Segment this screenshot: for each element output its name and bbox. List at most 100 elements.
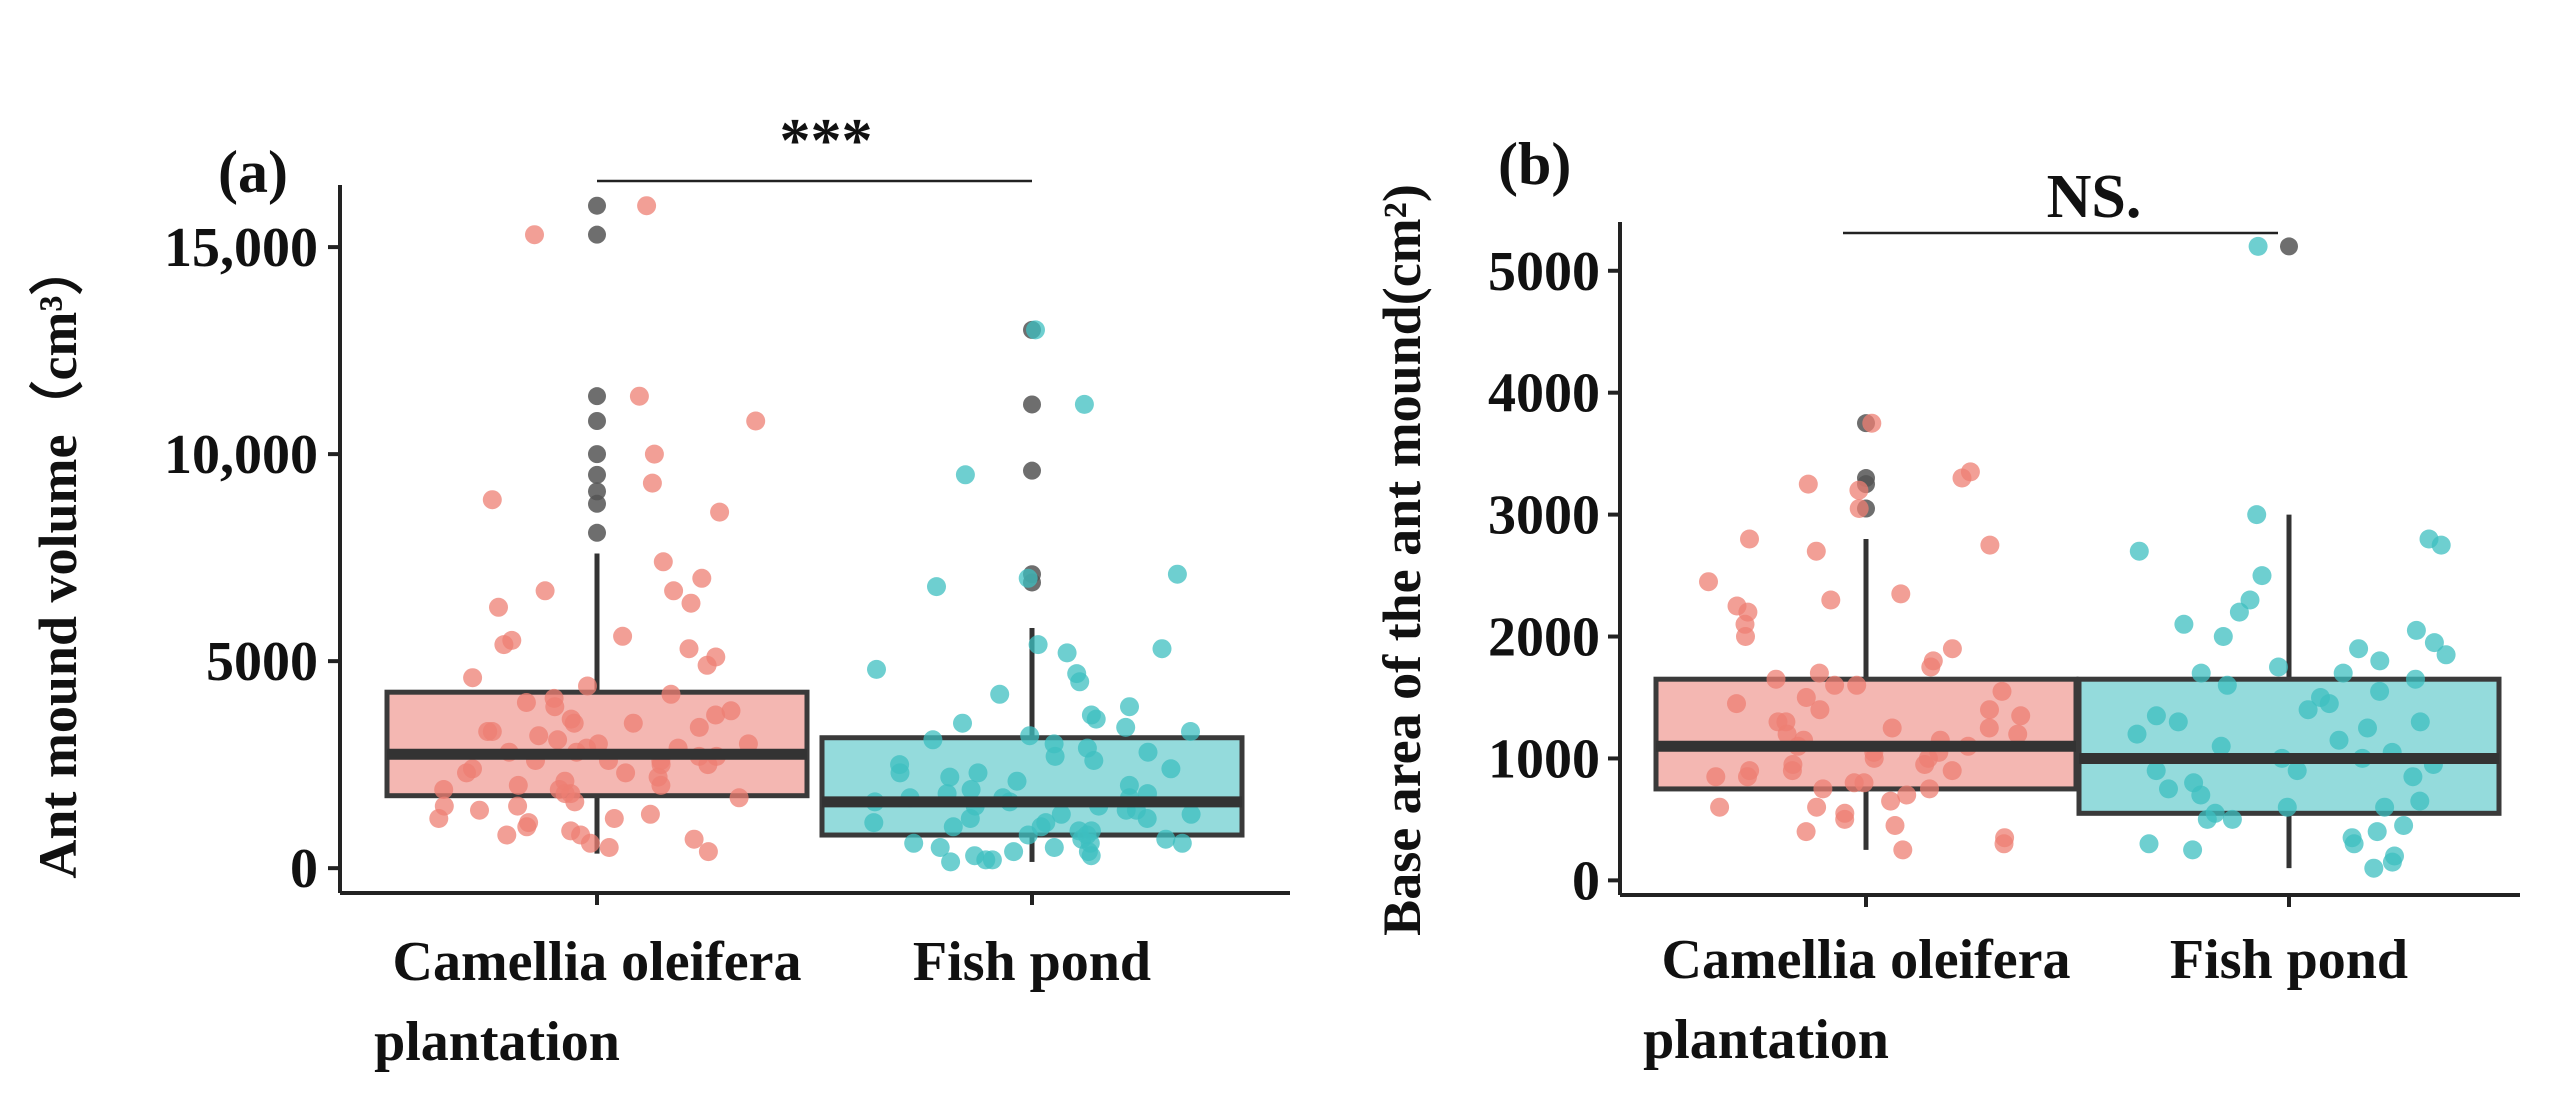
data-point xyxy=(1137,809,1157,828)
outlier-point xyxy=(588,196,606,215)
data-point xyxy=(1161,759,1181,779)
data-point xyxy=(2183,840,2203,860)
data-point xyxy=(2403,767,2423,787)
data-point xyxy=(2213,627,2233,646)
data-point xyxy=(729,788,749,808)
data-point xyxy=(2168,712,2188,732)
data-point xyxy=(2191,663,2211,683)
panel-label-a: (a) xyxy=(218,139,288,205)
data-point xyxy=(2364,858,2384,878)
data-point xyxy=(706,705,726,725)
y-axis-title-b: Base area of the ant mound(cm²) xyxy=(1372,184,1432,936)
data-point xyxy=(1699,572,1718,592)
data-point xyxy=(482,490,502,510)
data-point xyxy=(1740,529,1759,549)
data-point xyxy=(2269,657,2288,677)
data-point xyxy=(2197,809,2217,829)
x-category-label: Camellia oleifera xyxy=(1662,929,2071,991)
data-point xyxy=(2319,694,2339,714)
y-tick-label: 0 xyxy=(290,838,318,900)
data-point xyxy=(1980,535,2000,555)
data-point xyxy=(1138,742,1158,762)
data-point xyxy=(457,763,476,783)
data-point xyxy=(508,775,528,795)
box xyxy=(2076,676,2502,816)
data-point xyxy=(1810,700,1830,720)
data-point xyxy=(517,817,537,837)
data-point xyxy=(2211,736,2231,756)
data-point xyxy=(1782,761,1802,781)
data-point xyxy=(535,581,555,601)
data-point xyxy=(2382,852,2402,872)
data-point xyxy=(1821,590,1841,610)
data-point xyxy=(1181,804,1201,824)
data-point xyxy=(604,809,624,828)
box xyxy=(1653,676,2079,792)
data-point xyxy=(940,767,960,787)
data-point xyxy=(1979,718,1999,738)
data-point xyxy=(2298,700,2318,720)
data-point xyxy=(1849,480,1869,500)
data-point xyxy=(1738,767,1757,787)
data-point xyxy=(1813,779,1833,799)
outlier-point xyxy=(588,465,606,484)
outlier-point xyxy=(1023,461,1041,480)
data-point xyxy=(990,684,1010,704)
data-point xyxy=(651,775,671,795)
outlier-point xyxy=(588,445,606,464)
data-point xyxy=(2329,730,2349,750)
data-point xyxy=(2191,785,2211,805)
y-tick-label: 3000 xyxy=(1488,485,1600,547)
data-point xyxy=(1891,584,1911,604)
data-point xyxy=(664,581,684,601)
data-point xyxy=(738,734,758,754)
data-point xyxy=(613,626,633,646)
data-point xyxy=(640,804,660,824)
significance-label-a: *** xyxy=(780,107,873,175)
data-point xyxy=(923,730,943,750)
data-point xyxy=(494,635,514,655)
data-point xyxy=(508,796,528,816)
data-point xyxy=(548,730,568,750)
data-point xyxy=(489,597,508,617)
data-point xyxy=(1809,663,1829,683)
data-point xyxy=(565,792,585,812)
data-point xyxy=(1004,842,1024,862)
data-point xyxy=(1706,767,1726,787)
data-point xyxy=(930,838,950,857)
data-point xyxy=(2229,602,2249,622)
data-point xyxy=(661,684,681,704)
x-category-label: plantation xyxy=(374,1011,620,1073)
data-point xyxy=(2247,505,2267,525)
data-point xyxy=(1942,761,1962,781)
panel-label-b: (b) xyxy=(1498,131,1571,197)
y-tick-label: 15,000 xyxy=(164,217,318,279)
data-point xyxy=(1980,700,1999,720)
data-point xyxy=(684,829,704,849)
data-point xyxy=(1081,846,1101,866)
data-point xyxy=(497,825,517,845)
data-point xyxy=(2333,663,2353,683)
data-point xyxy=(599,838,619,857)
outlier-point xyxy=(588,523,606,542)
data-point xyxy=(864,813,884,833)
data-point xyxy=(1018,825,1038,845)
data-point xyxy=(623,713,643,733)
data-point xyxy=(1020,726,1040,746)
data-point xyxy=(1044,838,1064,857)
data-point xyxy=(1766,669,1786,689)
data-point xyxy=(1893,840,1913,860)
data-point xyxy=(463,668,483,688)
data-point xyxy=(721,701,741,721)
data-point xyxy=(578,676,597,696)
data-point xyxy=(1994,834,2014,854)
data-point xyxy=(2011,706,2031,726)
data-point xyxy=(644,444,664,464)
data-point xyxy=(1915,755,1935,774)
data-point xyxy=(710,502,730,522)
data-point xyxy=(960,809,980,828)
data-point xyxy=(2370,681,2390,701)
data-point xyxy=(1844,773,1864,793)
data-point xyxy=(629,386,649,406)
